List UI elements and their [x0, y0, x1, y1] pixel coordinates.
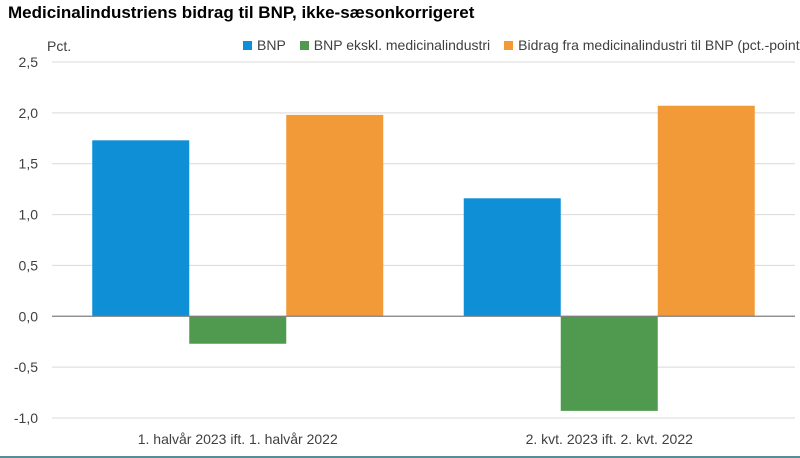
y-tick-label: 2,5 [19, 54, 39, 70]
y-tick-label: 0,0 [19, 308, 39, 324]
legend-label-bnp: BNP [257, 37, 286, 53]
y-tick-label: -1,0 [14, 410, 38, 426]
y-tick-label: 1,5 [19, 156, 39, 172]
legend-item-bidrag: Bidrag fra medicinalindustri til BNP (pc… [504, 37, 800, 53]
chart-title: Medicinalindustriens bidrag til BNP, ikk… [8, 3, 475, 22]
y-tick-label: 1,0 [19, 207, 39, 223]
y-tick-label: -0,5 [14, 359, 38, 375]
legend-label-bidrag: Bidrag fra medicinalindustri til BNP (pc… [518, 37, 800, 53]
y-axis-unit-label: Pct. [47, 38, 72, 54]
legend-swatch-bnp [243, 40, 252, 50]
legend-item-bnp: BNP [243, 37, 286, 53]
legend-swatch-bnp-ekskl [299, 40, 309, 50]
legend-swatch-bidrag [504, 40, 514, 50]
x-category-label: 2. kvt. 2023 ift. 2. kvt. 2022 [526, 431, 694, 447]
legend: BNP BNP ekskl. medicinalindustri Bidrag … [243, 37, 800, 53]
bar [657, 105, 755, 317]
y-tick-label: 0,5 [19, 257, 39, 273]
legend-item-bnp-ekskl: BNP ekskl. medicinalindustri [299, 37, 491, 53]
bar [560, 316, 658, 411]
bar [189, 316, 287, 344]
bar [92, 140, 190, 317]
y-tick-label: 2,0 [19, 105, 39, 121]
bar [286, 114, 384, 317]
legend-label-bnp-ekskl: BNP ekskl. medicinalindustri [313, 37, 491, 53]
bottom-rule [0, 456, 800, 458]
x-category-label: 1. halvår 2023 ift. 1. halvår 2022 [138, 431, 338, 447]
bar [463, 198, 561, 317]
